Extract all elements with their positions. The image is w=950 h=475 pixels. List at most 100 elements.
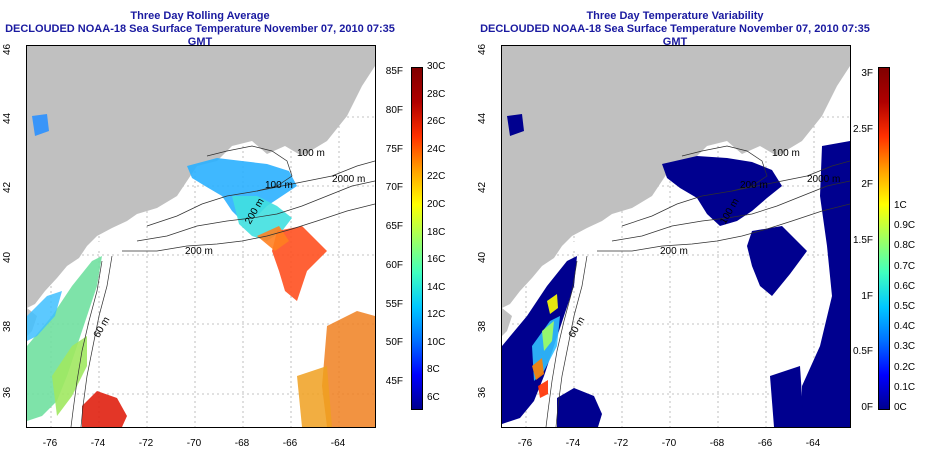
sst-region-gulfstream: [297, 366, 332, 427]
lat-tick: 44: [477, 112, 488, 124]
lon-tick: -68: [709, 438, 725, 449]
colorbar-tick-celsius: 8C: [427, 364, 440, 376]
left-colorbar: [411, 67, 423, 410]
right-colorbar: [878, 67, 890, 410]
colorbar-tick-celsius: 6C: [427, 392, 440, 403]
colorbar-tick-celsius: 14C: [427, 281, 446, 293]
bathymetry-contours: [70, 145, 375, 427]
colorbar-tick-fahrenheit: 80F: [385, 104, 403, 116]
colorbar-tick-celsius: 18C: [427, 226, 446, 238]
colorbar-tick-celsius: 1C: [894, 200, 907, 211]
nodata-shelf: [562, 224, 622, 256]
sst-region-cool: [187, 158, 297, 221]
contour-label: 100 m: [772, 148, 800, 159]
colorbar-tick-celsius: 0.4C: [894, 321, 916, 333]
colorbar-tick-celsius: 0.2C: [894, 361, 916, 373]
contour-label: 2000 m: [332, 174, 366, 185]
lon-tick: -74: [565, 438, 581, 449]
colorbar-tick-celsius: 0.3C: [894, 341, 916, 353]
colorbar-tick-celsius: 0.8C: [894, 240, 916, 252]
colorbar-tick-celsius: 24C: [427, 143, 446, 155]
colorbar-tick-fahrenheit: 75F: [385, 143, 403, 155]
right-map-svg: [502, 46, 850, 427]
land-mass: [502, 308, 512, 336]
colorbar-tick-celsius: 0.7C: [894, 260, 916, 272]
colorbar-tick-fahrenheit: 1F: [861, 290, 873, 302]
variability-high: [542, 321, 554, 351]
lat-tick: 36: [2, 386, 13, 398]
variability-high: [538, 380, 548, 398]
colorbar-tick-celsius: 26C: [427, 116, 446, 128]
colorbar-tick-fahrenheit: 1.5F: [852, 235, 873, 246]
lon-tick: -76: [42, 438, 58, 449]
contour-label: 200 m: [660, 246, 688, 257]
colorbar-tick-fahrenheit: 0F: [861, 402, 873, 413]
sst-region-coastal: [27, 256, 102, 421]
colorbar-tick-fahrenheit: 50F: [385, 337, 403, 349]
colorbar-tick-fahrenheit: 70F: [385, 182, 403, 194]
lon-tick: -72: [613, 438, 629, 449]
colorbar-tick-celsius: 0.1C: [894, 381, 916, 393]
variability-high: [547, 294, 558, 314]
lat-tick: 42: [2, 181, 13, 193]
colorbar-tick-celsius: 0C: [894, 402, 907, 413]
right-map-plot: 100 m 2000 m 200 m 200 m 60 m 100 m: [501, 45, 851, 428]
lon-tick: -64: [805, 438, 821, 449]
colorbar-tick-fahrenheit: 3F: [861, 68, 873, 79]
sst-region-gulfstream: [322, 311, 375, 427]
sst-region-cool: [32, 114, 49, 136]
lon-tick: -76: [517, 438, 533, 449]
nodata-shelf: [87, 224, 147, 256]
colorbar-tick-fahrenheit: 60F: [385, 259, 403, 271]
lon-tick: -68: [234, 438, 250, 449]
colorbar-tick-fahrenheit: 2F: [861, 179, 873, 191]
variability-low: [662, 156, 782, 226]
colorbar-tick-celsius: 0.9C: [894, 220, 916, 232]
colorbar-tick-celsius: 10C: [427, 336, 446, 348]
colorbar-tick-fahrenheit: 55F: [385, 298, 403, 310]
lat-tick: 36: [477, 386, 488, 398]
variability-low: [747, 226, 807, 296]
colorbar-tick-fahrenheit: 65F: [385, 221, 403, 232]
lon-tick: -66: [282, 438, 298, 449]
lon-tick: -64: [330, 438, 346, 449]
lon-tick: -74: [90, 438, 106, 449]
right-map-title: Three Day Temperature Variability: [586, 10, 764, 22]
contour-label: 2000 m: [807, 174, 841, 185]
colorbar-tick-celsius: 30C: [427, 61, 446, 72]
variability-high: [532, 358, 544, 380]
variability-low: [557, 388, 602, 427]
lon-tick: -66: [757, 438, 773, 449]
land-mass: [502, 46, 850, 308]
left-map-plot: 100 m 2000 m 200 m 60 m 200 m 100 m: [26, 45, 376, 428]
contour-label: 200 m: [185, 246, 213, 257]
lon-tick: -72: [138, 438, 154, 449]
colorbar-tick-celsius: 22C: [427, 171, 446, 183]
lat-tick: 40: [477, 251, 488, 263]
colorbar-tick-fahrenheit: 2.5F: [852, 123, 873, 135]
lat-tick: 42: [477, 181, 488, 193]
lat-tick: 44: [2, 112, 13, 124]
colorbar-tick-celsius: 0.6C: [894, 280, 916, 292]
sst-region-coastal: [52, 336, 87, 416]
left-map-panel: Three Day Rolling Average DECLOUDED NOAA…: [2, 10, 446, 449]
lat-tick: 46: [477, 43, 488, 55]
sst-region-warm: [272, 226, 327, 301]
contour-label: 100 m: [265, 180, 293, 191]
colorbar-tick-fahrenheit: 45F: [385, 376, 403, 387]
lat-tick: 38: [477, 320, 488, 332]
land-mass: [27, 46, 375, 308]
lat-tick: 40: [2, 251, 13, 263]
right-map-panel: Three Day Temperature Variability DECLOU…: [475, 0, 950, 475]
colorbar-tick-celsius: 28C: [427, 88, 446, 100]
variability-low: [770, 366, 804, 427]
colorbar-tick-celsius: 16C: [427, 254, 446, 266]
lat-tick: 46: [2, 43, 13, 55]
colorbar-tick-celsius: 20C: [427, 198, 446, 210]
variability-low: [507, 114, 524, 136]
colorbar-tick-celsius: 0.5C: [894, 301, 916, 312]
lon-tick: -70: [661, 438, 677, 449]
colorbar-tick-fahrenheit: 0.5F: [852, 346, 873, 358]
lat-tick: 38: [2, 320, 13, 332]
left-map-svg: [27, 46, 375, 427]
